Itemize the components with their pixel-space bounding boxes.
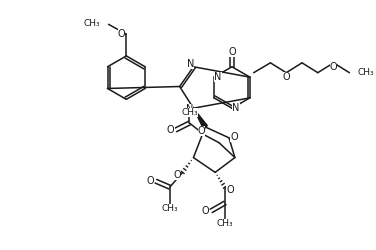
- Text: CH₃: CH₃: [357, 68, 374, 77]
- Text: N: N: [214, 72, 221, 82]
- Text: CH₃: CH₃: [217, 219, 233, 228]
- Text: O: O: [174, 170, 182, 180]
- Text: O: O: [228, 47, 236, 57]
- Text: O: O: [118, 29, 125, 39]
- Text: O: O: [202, 206, 209, 216]
- Text: O: O: [146, 176, 154, 186]
- Text: N: N: [187, 59, 194, 69]
- Text: N: N: [232, 103, 240, 113]
- Text: CH₃: CH₃: [181, 108, 198, 117]
- Text: CH₃: CH₃: [83, 19, 100, 28]
- Text: O: O: [330, 62, 337, 72]
- Text: CH₃: CH₃: [161, 204, 178, 214]
- Text: O: O: [230, 132, 238, 142]
- Text: N: N: [186, 104, 193, 114]
- Polygon shape: [193, 108, 208, 128]
- Text: O: O: [167, 125, 174, 135]
- Text: O: O: [282, 72, 290, 82]
- Text: O: O: [197, 126, 205, 136]
- Text: O: O: [226, 185, 234, 195]
